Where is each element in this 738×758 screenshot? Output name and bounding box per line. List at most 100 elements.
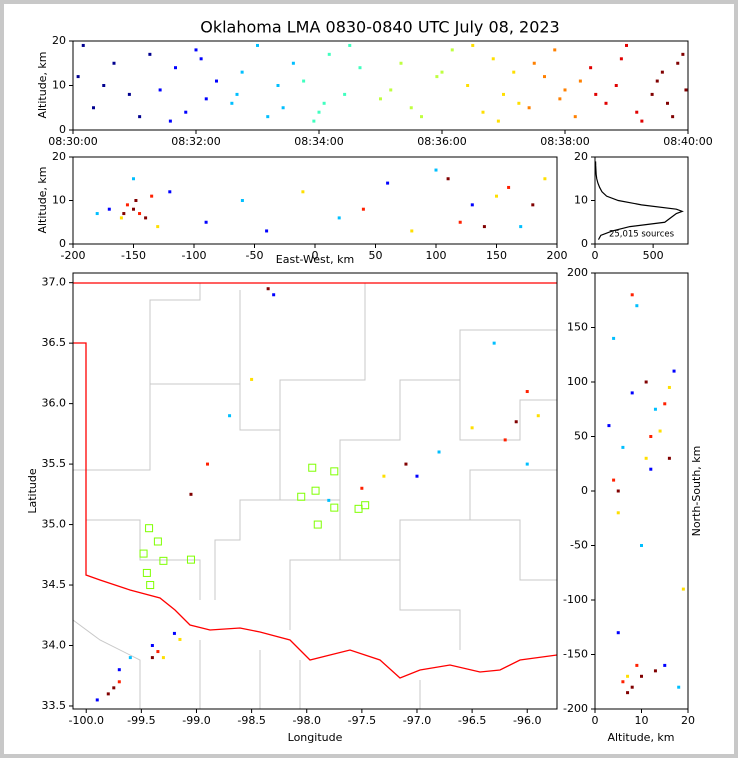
y-tick-label: 10 [52,194,66,207]
source-point [621,445,625,449]
y-tick-label: 0 [581,484,588,497]
source-point [281,106,285,110]
source-point [168,119,172,123]
source-point [466,84,470,87]
chart: Oklahoma LMA 0830-0840 UTC July 08, 2023… [26,18,713,745]
x-tick-label: 0 [592,249,599,262]
source-point [437,450,441,454]
source-point [132,207,135,211]
y-tick-label: 35.0 [42,518,67,531]
source-point [168,190,172,194]
source-point [156,225,160,229]
source-point [653,669,657,673]
x-tick-label: 50 [369,249,383,262]
source-point [658,429,662,433]
source-point [106,692,110,696]
source-point [630,391,634,395]
station [330,467,339,476]
source-point [553,48,557,52]
source-point [619,57,623,61]
source-point [240,199,244,202]
station [354,504,363,513]
source-point [266,115,270,119]
y-tick-label: -100 [563,593,588,606]
source-point [482,225,486,229]
source-point [312,119,316,123]
y-tick-label: -200 [563,702,588,715]
source-point [228,414,232,418]
source-point [389,88,393,92]
y-tick-label: 34.0 [42,639,67,652]
source-point [272,293,276,297]
map-base [73,282,557,709]
source-point [676,61,680,65]
source-point [386,181,390,185]
source-point [470,203,474,207]
source-point [174,66,177,70]
county-line [459,380,557,441]
source-point [649,467,653,471]
x-tick-label: -97.0 [403,714,431,727]
source-point [589,66,593,70]
source-point [681,52,685,56]
county-line [340,469,557,561]
x-tick-label: 10 [635,714,649,727]
y-tick-label: 20 [574,150,588,163]
station [139,549,148,558]
source-point [382,474,386,478]
x-tick-label: 20 [681,714,695,727]
source-point [420,115,423,119]
source-point [640,119,644,123]
source-point [471,43,475,47]
source-point [621,680,625,684]
x-tick-label: -98.0 [292,714,320,727]
y-axis-label: Altitude, km [36,51,49,118]
source-point [435,75,439,79]
station [361,501,370,510]
source-point [95,212,99,216]
y-tick-label: 0 [581,237,588,250]
axes-frame [72,40,689,131]
source-point [150,194,154,198]
source-point [649,435,653,438]
source-point [519,225,523,229]
station [153,537,162,546]
source-point [117,680,121,684]
source-point [266,287,270,291]
source-point [107,207,111,211]
y-tick-label: 34.5 [42,578,67,591]
county-line [399,560,461,650]
source-point [127,92,131,96]
y-tick-label: -50 [570,539,588,552]
source-point [496,119,500,123]
source-point [117,668,121,672]
source-point [434,168,438,172]
source-point [663,663,667,667]
state-border [73,342,557,679]
source-point [626,674,630,678]
x-tick-label: -99.5 [127,714,155,727]
source-point [265,229,269,233]
source-point [502,92,505,96]
source-point [81,43,85,47]
source-point [655,79,659,83]
source-point [302,79,306,83]
source-point [517,101,521,105]
source-point [612,336,616,340]
source-point [95,698,99,702]
source-point [635,304,639,308]
county-line [239,283,366,431]
source-point [132,177,135,181]
station [159,556,168,565]
county-line [470,519,557,581]
source-point [119,216,123,220]
source-point [481,110,485,114]
x-tick-label: 08:38:00 [540,135,589,148]
x-tick-label: 500 [643,249,664,262]
source-point [150,656,154,660]
county-line [289,500,341,630]
figure: Oklahoma LMA 0830-0840 UTC July 08, 2023… [4,4,734,754]
profile-line [594,161,684,240]
county-line [199,640,261,709]
source-point [573,115,577,119]
